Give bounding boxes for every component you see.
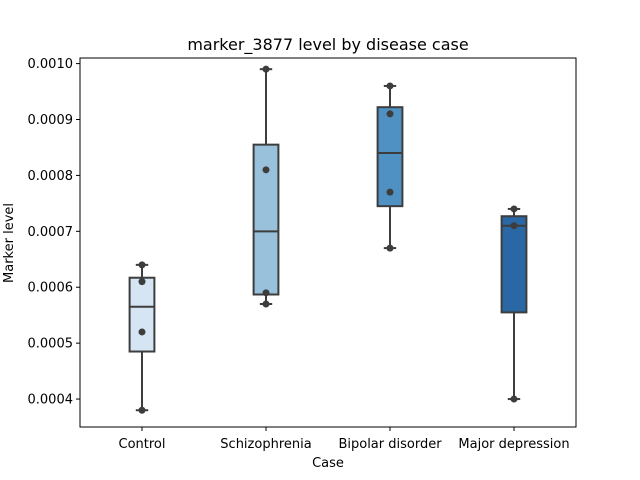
y-tick-label: 0.0006	[28, 281, 74, 296]
plot-area: 0.0004 0.0005 0.0006 0.0007 0.0008 0.0009 0.00…	[28, 57, 577, 452]
data-point	[510, 395, 518, 403]
data-point	[138, 278, 146, 286]
x-tick-label: Schizophrenia	[220, 437, 311, 452]
data-point	[386, 110, 394, 118]
x-axis-label: Case	[312, 456, 344, 471]
data-point	[138, 261, 146, 269]
y-tick-label: 0.0010	[28, 57, 74, 72]
data-point	[262, 166, 270, 174]
data-point	[262, 65, 270, 73]
box-control	[128, 276, 156, 353]
plot-frame	[79, 57, 577, 428]
y-tick-label: 0.0004	[28, 393, 74, 408]
box-major-depression	[500, 215, 528, 314]
x-tick-label: Bipolar disorder	[338, 437, 442, 452]
data-point	[510, 222, 518, 230]
x-tick-label: Control	[119, 437, 166, 452]
data-point	[386, 82, 394, 90]
data-point	[262, 289, 270, 297]
box-schizophrenia	[252, 143, 280, 296]
chart-title: marker_3877 level by disease case	[187, 35, 468, 55]
x-tick-label: Major depression	[458, 437, 569, 452]
y-tick-label: 0.0007	[28, 225, 74, 240]
y-tick-label: 0.0008	[28, 169, 74, 184]
data-point	[510, 205, 518, 213]
y-axis-label: Marker level	[2, 203, 17, 283]
y-tick-label: 0.0009	[28, 113, 74, 128]
data-point	[138, 328, 146, 336]
data-point	[262, 300, 270, 308]
data-point	[138, 406, 146, 414]
y-tick-label: 0.0005	[28, 337, 74, 352]
data-point	[386, 244, 394, 252]
data-point	[386, 188, 394, 196]
